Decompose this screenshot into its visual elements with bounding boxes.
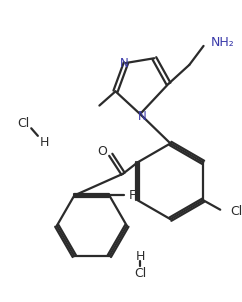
Text: Cl: Cl xyxy=(134,267,146,280)
Text: O: O xyxy=(97,146,107,159)
Text: F: F xyxy=(129,189,136,202)
Text: H: H xyxy=(136,249,145,262)
Text: Cl: Cl xyxy=(17,117,30,130)
Text: H: H xyxy=(40,136,49,149)
Text: Cl: Cl xyxy=(231,205,242,218)
Text: NH₂: NH₂ xyxy=(211,36,235,49)
Text: N: N xyxy=(120,57,129,70)
Text: N: N xyxy=(138,111,146,124)
